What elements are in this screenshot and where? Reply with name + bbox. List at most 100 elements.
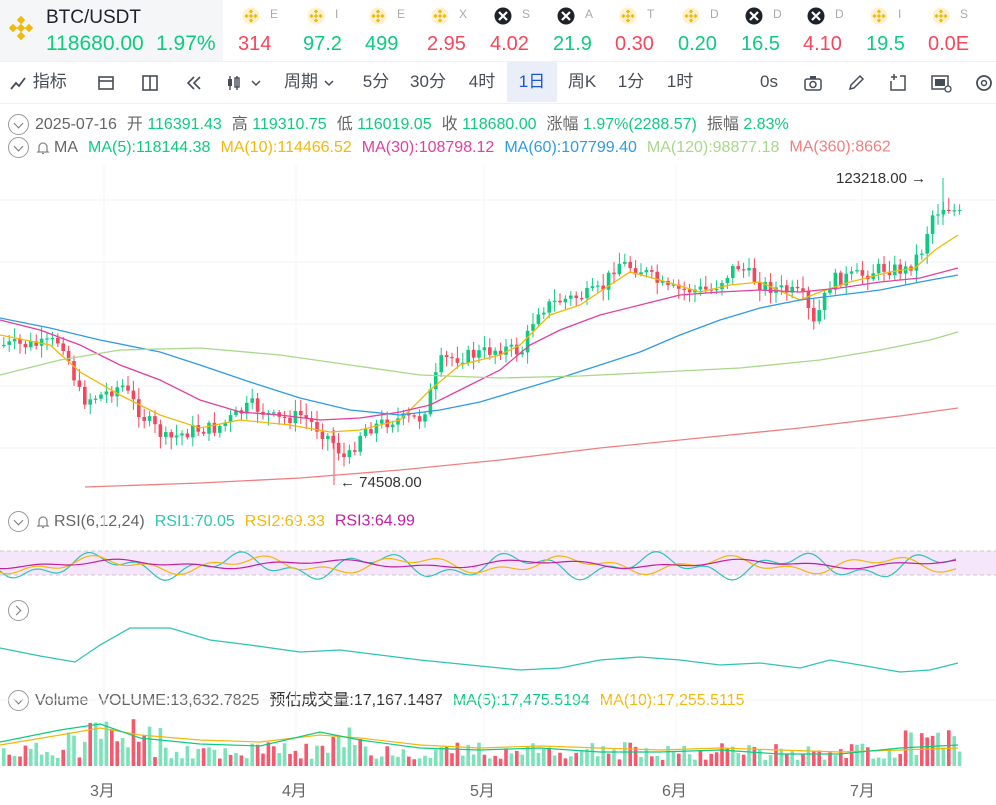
candle-body xyxy=(623,261,627,264)
candle-body xyxy=(299,410,303,416)
ticker-item-symbol: T xyxy=(647,7,655,21)
interval-0s[interactable]: 0s xyxy=(760,62,778,102)
collapse-chevron-icon[interactable] xyxy=(8,114,29,136)
volume-bar xyxy=(185,746,190,766)
layout-single-button[interactable] xyxy=(96,62,116,102)
ticker-item[interactable]: E 314 xyxy=(236,0,300,61)
volume-bar xyxy=(380,756,384,766)
period-dropdown[interactable]: 周期 xyxy=(284,62,335,102)
candle-body xyxy=(77,380,82,387)
volume-bar xyxy=(882,758,886,766)
volume-bar xyxy=(542,748,546,766)
candle-body xyxy=(255,398,260,412)
interval-5m[interactable]: 5分 xyxy=(361,62,391,102)
volume-bar xyxy=(860,743,865,766)
collapse-chevron-icon[interactable] xyxy=(8,511,29,532)
add-indicator-button[interactable] xyxy=(888,62,908,102)
pair-symbol: BTC/USDT xyxy=(46,7,141,28)
candle-body xyxy=(212,422,217,433)
volume-bar xyxy=(288,753,292,766)
settings-panel-button[interactable] xyxy=(930,62,952,102)
candle-body xyxy=(628,261,632,269)
ticker-item-symbol: D xyxy=(773,7,782,21)
ticker-item[interactable]: T 0.30 xyxy=(613,0,677,61)
bnb-icon xyxy=(932,7,950,25)
candle-body xyxy=(585,287,589,299)
bell-icon[interactable] xyxy=(35,140,51,156)
candle-body xyxy=(828,289,832,293)
candle-body xyxy=(655,271,659,283)
indicator-button[interactable]: 指标 xyxy=(8,62,67,102)
ticker-item[interactable]: X 2.95 xyxy=(425,0,489,61)
high-marker-value: 123218.00 xyxy=(836,170,907,187)
ticker-item[interactable]: A 21.9 xyxy=(551,0,615,61)
candle-body xyxy=(790,286,794,293)
volume-bar xyxy=(617,759,622,766)
candle-body xyxy=(860,270,865,276)
ticker-item[interactable]: S 4.02 xyxy=(488,0,552,61)
interval-1m[interactable]: 1分 xyxy=(613,62,649,102)
candle-body xyxy=(369,429,373,434)
ma-row: MA MA(5):118144.38 MA(10):114466.52 MA(30):… xyxy=(0,137,891,158)
volume-ma10-line xyxy=(0,727,959,753)
interval-30m[interactable]: 30分 xyxy=(406,62,450,102)
volume-bar xyxy=(806,746,811,766)
screenshot-button[interactable] xyxy=(803,62,823,102)
x-axis-label: 7月 xyxy=(850,783,875,800)
ohlc-row: 2025-07-16 开 116391.43 高 119310.75 低 116019… xyxy=(0,110,789,136)
volume-bar xyxy=(7,754,11,766)
volume-bar xyxy=(666,746,670,766)
collapse-chevron-icon[interactable] xyxy=(8,690,29,712)
candle-body xyxy=(612,272,616,275)
interval-1h[interactable]: 1时 xyxy=(662,62,698,102)
ticker-item[interactable]: E 499 xyxy=(363,0,427,61)
candle-body xyxy=(142,417,146,421)
interval-1d[interactable]: 1日 xyxy=(507,62,557,102)
volume-bar xyxy=(131,719,136,766)
volume-bar xyxy=(390,755,395,766)
more-settings-button[interactable] xyxy=(972,62,996,102)
rewind-button[interactable] xyxy=(184,62,204,102)
ticker-item[interactable]: D 4.10 xyxy=(801,0,865,61)
volume-bar xyxy=(952,736,956,766)
candle-body xyxy=(39,338,44,346)
candle-body xyxy=(849,271,854,274)
candle-body xyxy=(785,285,789,293)
draw-button[interactable] xyxy=(846,62,866,102)
expand-chevron-icon[interactable] xyxy=(8,600,29,621)
ticker-item-symbol: S xyxy=(960,7,969,21)
ticker-main-pair[interactable]: BTC/USDT 118680.00 1.97% xyxy=(0,0,223,61)
interval-4h[interactable]: 4时 xyxy=(464,62,500,102)
volume-bar xyxy=(585,749,589,766)
chart-type-button[interactable] xyxy=(226,62,262,102)
ticker-item[interactable]: S 0.0E xyxy=(926,0,990,61)
chevron-down-icon xyxy=(324,79,334,86)
candle-body xyxy=(601,285,605,290)
candle-body xyxy=(822,292,827,311)
interval-1w[interactable]: 周K xyxy=(562,62,602,102)
candle-body xyxy=(320,431,325,440)
collapse-chevron-icon[interactable] xyxy=(8,137,29,158)
volume-bar xyxy=(574,752,578,766)
volume-ma5-line xyxy=(0,723,959,755)
volume-bar xyxy=(434,749,438,766)
ticker-item[interactable]: D 16.5 xyxy=(739,0,803,61)
candle-body xyxy=(353,450,357,452)
ticker-item[interactable]: I 97.2 xyxy=(301,0,365,61)
candle-body xyxy=(428,389,433,415)
candle-body xyxy=(342,453,346,458)
ticker-item[interactable]: I 19.5 xyxy=(864,0,928,61)
ticker-item-symbol: I xyxy=(335,7,339,21)
bell-icon[interactable] xyxy=(35,514,51,530)
candle-body xyxy=(326,435,330,440)
candle-body xyxy=(131,390,136,400)
candle-body xyxy=(563,298,568,303)
candle-body xyxy=(477,350,481,358)
ticker-item-value: 0.20 xyxy=(678,33,717,55)
volume-bar xyxy=(347,727,352,766)
volume-bar xyxy=(817,750,821,766)
ticker-item[interactable]: D 0.20 xyxy=(676,0,740,61)
layout-split-button[interactable] xyxy=(140,62,160,102)
ma5-value: MA(5):118144.38 xyxy=(88,138,211,156)
